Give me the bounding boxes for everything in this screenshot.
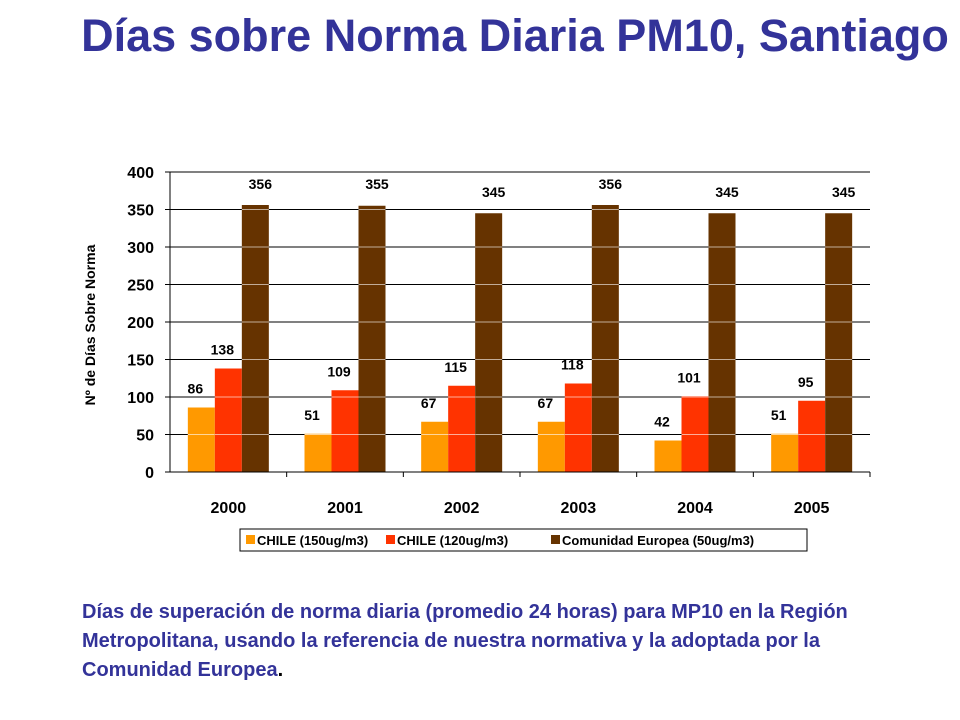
bar (214, 368, 242, 472)
data-label: 345 (715, 184, 739, 200)
data-labels: 86 138 356 51 109 355 67 115 345 67 118 356 42 101 345… (188, 176, 856, 430)
bar (241, 205, 269, 472)
data-label: 51 (304, 407, 320, 423)
bar (771, 433, 799, 472)
bar (654, 440, 682, 472)
data-label: 356 (599, 176, 623, 192)
caption-text: Días de superación de norma diaria (prom… (82, 601, 848, 681)
bar (358, 205, 386, 472)
y-tick-label: 200 (127, 315, 154, 332)
legend: CHILE (150ug/m3) CHILE (120ug/m3) Comunida… (239, 528, 808, 552)
caption: Días de superación de norma diaria (prom… (82, 598, 882, 685)
x-tick-label: 2005 (794, 500, 830, 517)
data-label: 345 (482, 184, 506, 200)
legend-label: Comunidad Europea (50ug/m3) (562, 533, 754, 548)
x-tick-label: 2003 (561, 500, 597, 517)
bar (421, 421, 449, 472)
bar (448, 385, 476, 472)
y-axis-label: Nº de Días Sobre Norma (82, 244, 98, 405)
data-label: 355 (365, 176, 389, 192)
y-tick-label: 0 (145, 465, 154, 482)
legend-label: CHILE (120ug/m3) (397, 533, 508, 548)
data-label: 138 (211, 342, 235, 358)
bar (708, 213, 736, 472)
y-tick-labels: 0 50 100 150 200 250 300 350 400 (127, 165, 154, 482)
bar (537, 421, 565, 472)
data-label: 67 (538, 395, 554, 411)
axes (165, 171, 871, 477)
x-tick-labels: 2000 2001 2002 2003 2004 2005 (211, 500, 830, 517)
legend-swatch (246, 535, 255, 544)
data-label: 109 (327, 363, 351, 379)
data-label: 345 (832, 184, 856, 200)
data-label: 95 (798, 374, 814, 390)
x-tick-label: 2001 (327, 500, 363, 517)
y-tick-label: 400 (127, 165, 154, 182)
legend-swatch (551, 535, 560, 544)
caption-period: . (277, 659, 284, 681)
data-label: 51 (771, 407, 787, 423)
bar (331, 390, 359, 472)
data-label: 115 (444, 359, 467, 375)
y-tick-label: 100 (127, 390, 154, 407)
bar (564, 383, 592, 472)
y-tick-label: 350 (127, 203, 154, 220)
y-tick-label: 50 (136, 428, 154, 445)
bar (591, 205, 619, 472)
data-label: 356 (249, 176, 273, 192)
legend-label: CHILE (150ug/m3) (257, 533, 368, 548)
bar (798, 400, 826, 472)
bar (304, 433, 332, 472)
page-title: Días sobre Norma Diaria PM10, Santiago (81, 10, 949, 61)
legend-swatch (386, 535, 395, 544)
y-tick-label: 250 (127, 278, 154, 295)
bar (825, 213, 853, 472)
x-tick-label: 2004 (677, 500, 713, 517)
y-tick-label: 150 (127, 353, 154, 370)
legend-box (239, 528, 808, 552)
x-tick-label: 2002 (444, 500, 480, 517)
data-label: 42 (654, 414, 670, 430)
bar (475, 213, 503, 472)
bar (187, 407, 215, 472)
data-label: 101 (677, 369, 701, 385)
data-label: 118 (561, 357, 584, 373)
gridlines (170, 171, 870, 435)
bars (187, 205, 853, 472)
x-tick-label: 2000 (211, 500, 247, 517)
y-tick-label: 300 (127, 240, 154, 257)
data-label: 67 (421, 395, 437, 411)
data-label: 86 (188, 381, 204, 397)
